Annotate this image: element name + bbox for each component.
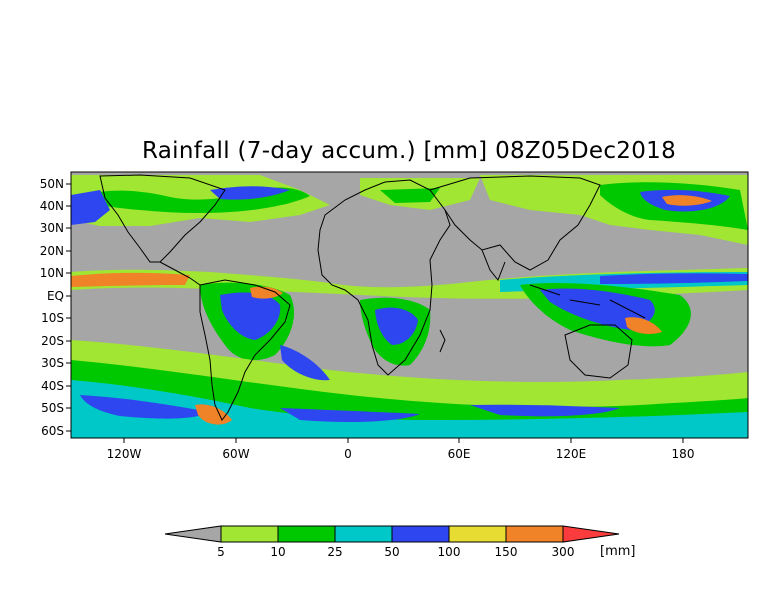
colorbar-label: 5 bbox=[217, 545, 225, 559]
lat-label: 20S bbox=[41, 334, 64, 348]
lon-label: 0 bbox=[344, 447, 352, 461]
lon-label: 60E bbox=[447, 447, 471, 461]
axis-ticks bbox=[66, 183, 684, 443]
colorbar-label: 150 bbox=[494, 545, 518, 559]
lat-label: 40S bbox=[41, 379, 64, 393]
colorbar-label: 300 bbox=[551, 545, 575, 559]
colorbar-label: 50 bbox=[384, 545, 400, 559]
lat-label: 50N bbox=[39, 177, 64, 191]
colorbar bbox=[164, 525, 620, 543]
colorbar-box-5-10 bbox=[220, 525, 279, 543]
lat-label: 50S bbox=[41, 401, 64, 415]
colorbar-high-arrow bbox=[562, 525, 620, 543]
lat-label: 40N bbox=[39, 199, 64, 213]
map-title: Rainfall (7-day accum.) [mm] 08Z05Dec201… bbox=[142, 138, 676, 164]
colorbar-label: 25 bbox=[327, 545, 343, 559]
lat-label: 30S bbox=[41, 356, 64, 370]
lat-label: 20N bbox=[39, 244, 64, 258]
lat-label: 60S bbox=[41, 424, 64, 438]
lon-label: 60W bbox=[222, 447, 250, 461]
colorbar-label: 10 bbox=[270, 545, 286, 559]
colorbar-unit: [mm] bbox=[600, 544, 636, 559]
lat-label: EQ bbox=[46, 289, 64, 303]
colorbar-label: 100 bbox=[437, 545, 461, 559]
colorbar-low-arrow bbox=[164, 525, 222, 543]
lon-label: 120E bbox=[555, 447, 587, 461]
coastlines bbox=[99, 174, 646, 421]
rain-field bbox=[71, 175, 748, 438]
map-frame bbox=[70, 171, 749, 439]
lat-label: 10S bbox=[41, 311, 64, 325]
lat-label: 10N bbox=[39, 266, 64, 280]
colorbar-box-100-150 bbox=[448, 525, 507, 543]
colorbar-box-25-50 bbox=[334, 525, 393, 543]
colorbar-box-50-100 bbox=[391, 525, 450, 543]
lon-label: 120W bbox=[106, 447, 142, 461]
lat-label: 30N bbox=[39, 221, 64, 235]
colorbar-box-10-25 bbox=[277, 525, 336, 543]
lon-label: 180 bbox=[671, 447, 695, 461]
colorbar-box-150-300 bbox=[505, 525, 564, 543]
